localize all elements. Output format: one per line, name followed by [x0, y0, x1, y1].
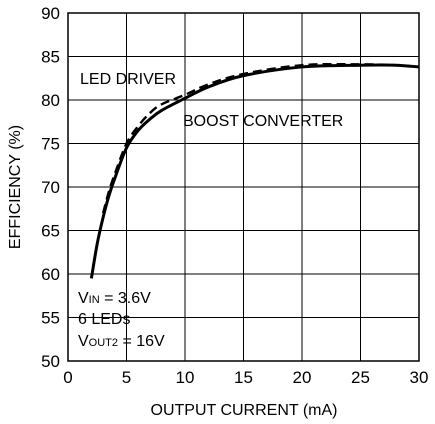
annotation-boost-converter: BOOST CONVERTER: [183, 113, 343, 130]
plot-frame: [67, 12, 420, 362]
y-tick-labels: 50 55 60 65 70 75 80 85 90: [41, 4, 60, 371]
y-tick-label: 55: [41, 309, 60, 328]
x-tick-labels: 0 5 10 15 20 25 30: [63, 368, 428, 387]
y-tick-label: 75: [41, 135, 60, 154]
annotation-vin: VIN = 3.6V: [78, 290, 151, 307]
y-tick-label: 60: [41, 265, 60, 284]
y-tick-label: 90: [41, 4, 60, 23]
x-tick-label: 10: [176, 368, 195, 387]
vin-sub: IN: [89, 294, 100, 306]
x-axis-title: OUTPUT CURRENT (mA): [151, 402, 338, 419]
vin-rest: = 3.6V: [100, 290, 151, 307]
annotation-leds: 6 LEDs: [78, 311, 130, 328]
series-lines: [89, 62, 420, 279]
x-tick-label: 5: [122, 368, 131, 387]
x-tick-label: 0: [63, 368, 72, 387]
vout-main: V: [78, 333, 89, 350]
y-tick-label: 70: [41, 178, 60, 197]
x-tick-label: 25: [351, 368, 370, 387]
x-tick-label: 30: [410, 368, 429, 387]
series-line-led-driver: [89, 63, 420, 279]
y-tick-label: 50: [41, 352, 60, 371]
vout-rest: = 16V: [118, 333, 165, 350]
y-axis-title: EFFICIENCY (%): [7, 125, 24, 249]
y-tick-label: 85: [41, 48, 60, 67]
x-tick-label: 20: [293, 368, 312, 387]
annotation-vout: VOUT2 = 16V: [78, 333, 165, 350]
vin-main: V: [78, 290, 89, 307]
vout-sub: OUT2: [89, 337, 118, 349]
y-tick-label: 65: [41, 222, 60, 241]
x-tick-label: 15: [234, 368, 253, 387]
annotation-led-driver: LED DRIVER: [80, 71, 176, 88]
y-tick-label: 80: [41, 91, 60, 110]
series-line-boost-converter: [101, 62, 420, 214]
